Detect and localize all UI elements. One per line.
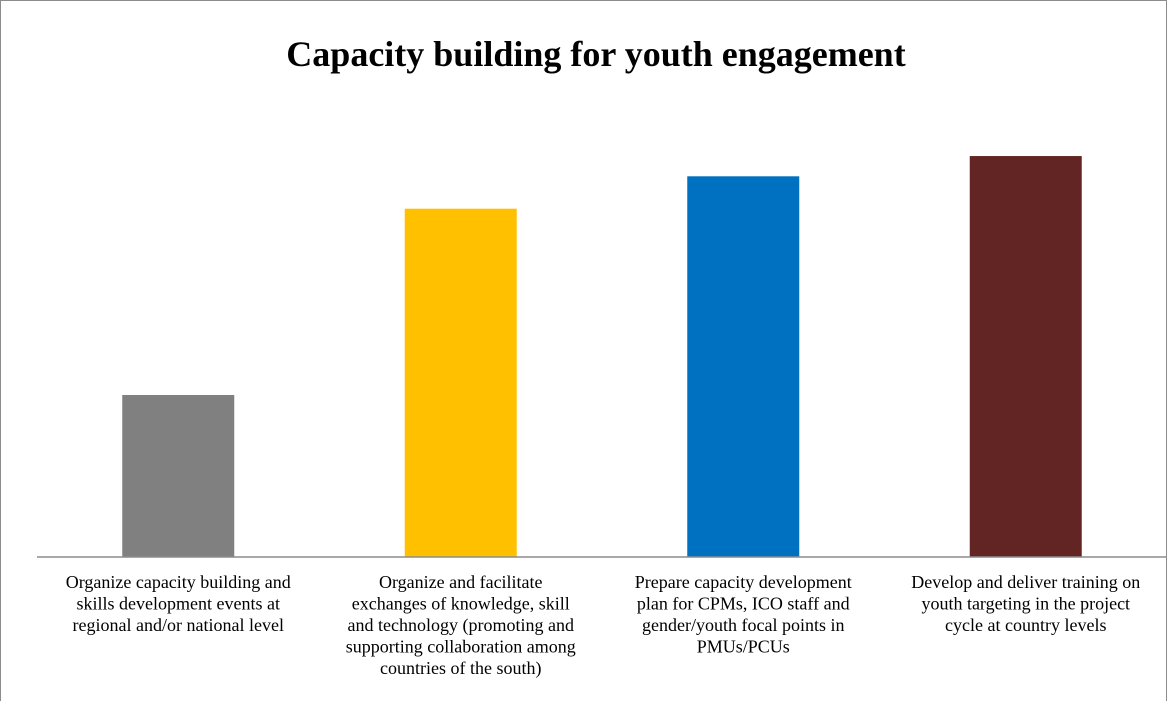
category-label-line: Prepare capacity development — [635, 572, 852, 592]
category-label-line: plan for CPMs, ICO staff and — [637, 594, 850, 614]
category-label-line: gender/youth focal points in — [642, 615, 844, 635]
category-label-line: youth targeting in the project — [921, 594, 1130, 614]
category-label-2: Organize and facilitate exchanges of know… — [346, 572, 576, 679]
chart-title: Capacity building for youth engagement — [286, 34, 905, 74]
category-label-1: Organize capacity building and skills dev… — [66, 572, 291, 635]
bar-4 — [969, 156, 1082, 558]
category-label-line: regional and/or national level — [73, 615, 284, 635]
category-label-line: PMUs/PCUs — [697, 637, 790, 657]
category-label-line: cycle at country levels — [945, 615, 1106, 635]
category-label-line: exchanges of knowledge, skill — [352, 594, 570, 614]
category-label-3: Prepare capacity development plan for CPM… — [635, 572, 852, 657]
category-label-line: and technology (promoting and — [348, 615, 574, 636]
category-label-4: Develop and deliver training on youth tar… — [911, 572, 1140, 635]
category-label-line: skills development events at — [77, 594, 280, 614]
category-label-line: Organize and facilitate — [379, 572, 543, 592]
category-label-line: Organize capacity building and — [66, 572, 291, 592]
bar-1 — [122, 395, 235, 557]
bars-group — [122, 156, 1082, 558]
bar-2 — [404, 208, 517, 557]
category-label-line: supporting collaboration among — [346, 637, 576, 657]
bar-3 — [687, 176, 800, 558]
category-label-line: countries of the south) — [380, 658, 541, 679]
category-labels-group: Organize capacity building and skills dev… — [66, 572, 1141, 679]
category-label-line: Develop and deliver training on — [911, 572, 1140, 592]
